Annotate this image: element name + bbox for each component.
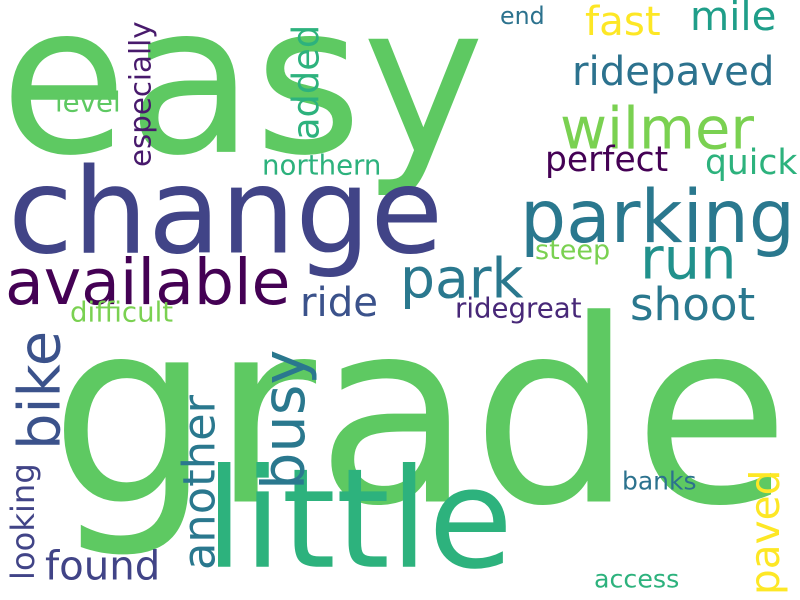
word-access: access: [594, 566, 680, 595]
word-perfect: perfect: [545, 140, 669, 180]
word-found: found: [45, 544, 161, 590]
word-another: another: [173, 394, 226, 570]
word-run: run: [640, 226, 737, 294]
word-shoot: shoot: [630, 278, 756, 332]
word-wilmer: wilmer: [560, 96, 755, 164]
word-change: change: [8, 143, 444, 282]
word-fast: fast: [585, 0, 661, 47]
word-mile: mile: [690, 0, 777, 42]
word-parking: parking: [520, 174, 795, 261]
word-paved: paved: [741, 469, 789, 595]
word-quick: quick: [705, 143, 798, 183]
word-ridepaved: ridepaved: [572, 48, 775, 97]
word-difficult: difficult: [70, 297, 174, 330]
word-available: available: [5, 244, 291, 320]
word-end: end: [500, 1, 545, 31]
word-added: added: [284, 24, 329, 140]
word-level: level: [55, 87, 121, 120]
word-bike: bike: [7, 330, 74, 450]
word-steep: steep: [535, 236, 611, 267]
word-ride: ride: [300, 279, 379, 326]
word-park: park: [400, 246, 524, 312]
word-northern: northern: [262, 150, 382, 183]
word-banks: banks: [622, 467, 697, 496]
word-ridegreat: ridegreat: [455, 293, 582, 326]
word-little: little: [205, 439, 514, 600]
word-easy: easy: [0, 0, 485, 201]
word-looking: looking: [5, 463, 43, 580]
word-especially: especially: [125, 21, 159, 167]
word-busy: busy: [250, 349, 319, 490]
word-grade: grade: [50, 266, 790, 563]
